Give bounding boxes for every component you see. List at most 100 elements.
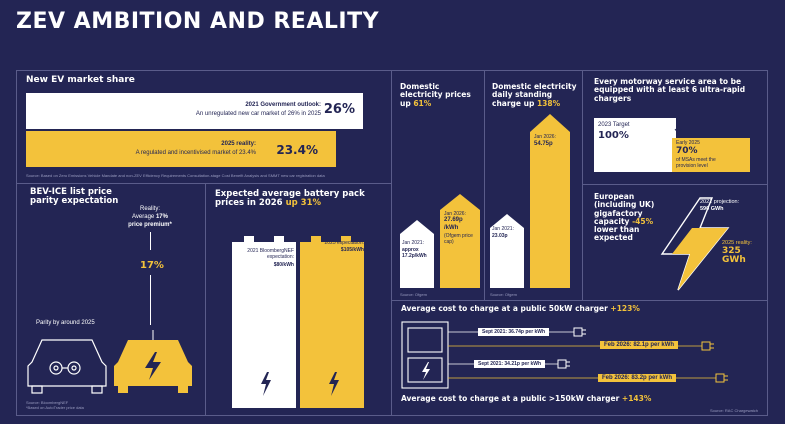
parity-reality-pct: 17%	[155, 213, 168, 220]
parity-big-pct: 17%	[140, 260, 164, 271]
motorway-heading: Every motorway service area to be equipp…	[594, 77, 746, 103]
parity-source2: *Based on AutoTrader price data	[26, 405, 84, 410]
exp-value: $105/kWh	[340, 247, 364, 253]
giga-reality-value: 325 GWh	[722, 246, 746, 266]
motorway-target-value: 100%	[598, 130, 629, 141]
giga-heading: European (including UK) gigafactory capa…	[594, 192, 674, 243]
page-title: ZEV AMBITION AND REALITY	[16, 9, 380, 34]
domestic-heading-text: Domestic electricity prices up	[400, 82, 471, 108]
house-white-icon	[400, 220, 434, 288]
reality-value: 23.4%	[276, 143, 318, 157]
domestic-jan26-note: (Ofgem price cap)	[444, 233, 473, 246]
domestic-source: Source: Ofgem	[400, 292, 427, 297]
sept21-150-pill: Sept 2021: 34.21p per kWh	[474, 360, 546, 368]
parity-reality-note: Reality: Average 17% price premium*	[120, 206, 180, 229]
parity-heading: BEV-ICE list price parity expectation	[30, 187, 119, 207]
divider	[582, 70, 583, 300]
market-share-heading: New EV market share	[26, 75, 135, 85]
outlook-box: 2021 Government outlook: An unregulated …	[26, 93, 363, 129]
domestic-jan26-label: Jan 2026:	[444, 211, 466, 217]
divider	[391, 300, 768, 301]
charge150-heading-text: Average cost to charge at a public >150k…	[401, 394, 620, 403]
parity-reality-suffix: price premium*	[128, 221, 172, 228]
charging-source: Source: RAC Chargewatch	[710, 408, 759, 413]
ice-car-icon	[27, 339, 107, 394]
outlook-title: 2021 Government outlook:	[245, 102, 321, 108]
charger-graphic	[401, 321, 728, 389]
motorway-early-value: 70%	[676, 146, 698, 156]
sept21-50-pill: Sept 2021: 36.74p per kWh	[478, 328, 550, 336]
exp-label: 2025 expectation:	[324, 240, 364, 246]
domestic-heading: Domestic electricity prices up 61%	[400, 82, 480, 108]
motorway-target-label: 2023 Target	[598, 122, 630, 128]
domestic-jan21-label: Jan 2021:	[402, 240, 424, 246]
motorway-target-box: 2023 Target 100%	[594, 118, 676, 172]
domestic-jan26-value: 27.69p /kWh	[444, 217, 463, 231]
battery-heading-text: Expected average battery pack prices in …	[215, 189, 365, 209]
charge150-heading-pct: +143%	[621, 394, 652, 403]
feb26-150-pill: Feb 2026: 83.2p per kWh	[598, 374, 677, 382]
arrow-down-icon	[674, 116, 682, 134]
standing-jan26-label: Jan 2026:	[534, 134, 556, 140]
parity-reality-label: Reality:	[139, 206, 160, 212]
market-share-source: Source: Based on Zero Emissions Vehicle …	[26, 173, 325, 178]
battery-icons	[232, 236, 364, 408]
standing-heading-pct: 138%	[536, 98, 561, 108]
reality-text: A regulated and incentivised market of 2…	[135, 150, 256, 156]
charge50-heading-pct: +123%	[610, 304, 640, 313]
domestic-heading-pct: 61%	[413, 98, 432, 108]
standing-jan21-label: Jan 2021:	[492, 226, 514, 232]
parity-reality-line: Average	[132, 213, 155, 220]
reality-title: 2025 reality:	[221, 141, 256, 147]
charge-lines	[448, 331, 716, 379]
divider	[484, 70, 485, 300]
battery-heading: Expected average battery pack prices in …	[215, 189, 385, 209]
standing-jan21-value: 23.03p	[492, 233, 508, 239]
house-yellow-icon	[530, 114, 570, 288]
outlook-text: An unregulated new car market of 26% in …	[195, 111, 321, 117]
feb26-50-pill: Feb 2026: 82.1p per kWh	[600, 341, 679, 349]
domestic-houses	[400, 194, 480, 288]
lightning-icon	[660, 197, 730, 291]
charge150-heading: Average cost to charge at a public >150k…	[401, 394, 652, 403]
charge50-heading: Average cost to charge at a public 50kW …	[401, 304, 640, 313]
plug-icons	[557, 327, 728, 383]
infographic-frame	[16, 70, 768, 416]
divider	[16, 183, 391, 184]
battery-heading-up: up 31%	[285, 198, 322, 209]
parity-connector	[150, 275, 151, 325]
divider	[205, 183, 206, 416]
divider	[582, 184, 768, 185]
divider	[391, 70, 392, 416]
standing-houses	[490, 114, 570, 288]
outlook-value: 26%	[323, 102, 355, 117]
giga-heading-pct: -45%	[632, 216, 654, 226]
ev-car-icon	[114, 340, 192, 393]
giga-proj: 2021 projection: 590 GWh	[700, 199, 739, 213]
charger-station-icon	[401, 321, 449, 389]
giga-proj-value: 590 GWh	[700, 206, 724, 213]
motorway-early-text: of MSAs meet the provision level	[676, 157, 716, 169]
house-yellow-icon	[440, 194, 480, 288]
house-white-icon	[490, 214, 524, 288]
giga-reality-label: 2025 reality:	[722, 240, 752, 246]
reality-box: 2025 reality: A regulated and incentivis…	[26, 131, 336, 167]
giga-proj-label: 2021 projection:	[700, 199, 740, 205]
domestic-jan21-value: approx 17.2p/kWh	[402, 247, 427, 260]
motorway-early-box: Early 2025 70% of MSAs meet the provisio…	[672, 138, 750, 172]
battery-white-icon	[232, 236, 296, 408]
standing-heading-text: Domestic electricity daily standing char…	[492, 82, 577, 108]
parity-source1: Source: BloombergNEF	[26, 400, 69, 405]
motorway-early-label: Early 2025	[676, 140, 700, 146]
car-icon-pair	[27, 330, 192, 394]
giga-heading-text: European (including UK) gigafactory capa…	[594, 192, 655, 226]
standing-source: Source: Ofgem	[490, 292, 517, 297]
standing-heading: Domestic electricity daily standing char…	[492, 82, 580, 108]
giga-heading-tail: lower than expected	[594, 225, 640, 243]
bnef-label: 2021 BloombergNEF expectation:	[247, 248, 294, 261]
standing-jan26-value: 54.75p	[534, 141, 553, 147]
battery-yellow-icon	[300, 236, 364, 408]
parity-connector	[150, 232, 151, 250]
bnef-value: $80/kWh	[273, 262, 294, 268]
parity-text: Parity by around 2025	[36, 320, 95, 326]
